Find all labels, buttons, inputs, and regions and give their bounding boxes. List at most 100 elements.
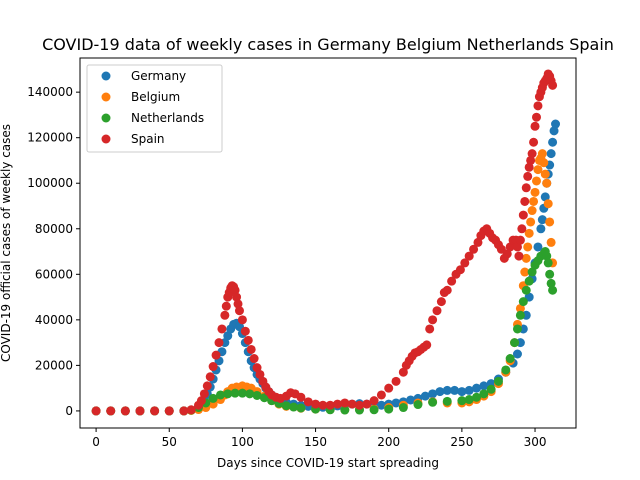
x-tick-label: 250 [450, 435, 473, 449]
data-point [527, 206, 537, 216]
data-point [540, 192, 550, 202]
data-point [340, 398, 350, 408]
data-point [514, 251, 524, 261]
x-tick-label: 200 [377, 435, 400, 449]
data-point [281, 401, 291, 411]
data-point [369, 405, 379, 415]
plot-area-frame [79, 57, 577, 429]
x-axis-label: Days since COVID-19 start spreading [217, 456, 439, 470]
data-point [542, 251, 552, 261]
legend-marker [101, 113, 111, 123]
y-axis: 0 20000 40000 60000 80000 100000 120000 140000 [27, 85, 80, 418]
data-point [318, 400, 328, 410]
data-point [234, 306, 244, 316]
data-point [237, 315, 247, 325]
data-point [518, 210, 528, 220]
data-point [526, 155, 536, 165]
data-point [425, 324, 435, 334]
y-tick-label: 60000 [35, 267, 73, 281]
data-point [436, 297, 446, 307]
data-point [479, 389, 489, 399]
data-point [150, 406, 160, 416]
series-germany [91, 119, 561, 416]
data-point [447, 276, 457, 286]
data-point [211, 350, 221, 360]
data-point [537, 149, 547, 159]
data-point [518, 297, 528, 307]
data-point [333, 399, 343, 409]
data-point [230, 388, 240, 398]
data-point [526, 217, 536, 227]
y-tick-label: 100000 [27, 176, 73, 190]
data-point [245, 389, 255, 399]
data-point [464, 385, 474, 395]
data-point [296, 392, 306, 402]
data-point [537, 215, 547, 225]
legend-label: Netherlands [131, 111, 204, 125]
data-point [546, 237, 556, 247]
data-point [223, 389, 233, 399]
data-point [214, 338, 224, 348]
x-tick-label: 50 [162, 435, 177, 449]
data-point [428, 397, 438, 407]
data-point [515, 235, 525, 245]
data-point [428, 389, 438, 399]
data-point [548, 80, 558, 90]
data-point [120, 406, 130, 416]
data-point [551, 119, 561, 129]
data-point [135, 406, 145, 416]
data-point [202, 381, 212, 391]
data-point [450, 385, 460, 395]
data-point [413, 400, 423, 410]
data-point [325, 400, 335, 410]
legend-entry-germany: Germany [101, 69, 186, 83]
data-point [249, 354, 259, 364]
data-point [521, 285, 531, 295]
data-point [523, 171, 533, 181]
legend-entry-belgium: Belgium [101, 90, 180, 104]
y-tick-label: 140000 [27, 85, 73, 99]
data-point [428, 315, 438, 325]
data-point [442, 385, 452, 395]
data-point [486, 384, 496, 394]
data-point [542, 178, 552, 188]
data-point [398, 367, 408, 377]
legend-entry-netherlands: Netherlands [101, 111, 204, 125]
data-point [540, 169, 550, 179]
data-point [469, 244, 479, 254]
data-point [240, 326, 250, 336]
data-point [384, 383, 394, 393]
data-point [208, 393, 218, 403]
legend-label: Spain [131, 132, 165, 146]
data-point [455, 265, 465, 275]
legend-label: Belgium [131, 90, 180, 104]
data-point [529, 137, 539, 147]
data-point [543, 199, 553, 209]
data-point [217, 324, 227, 334]
data-point [296, 403, 306, 413]
x-tick-label: 300 [524, 435, 547, 449]
data-point [524, 228, 534, 238]
data-point [384, 404, 394, 414]
data-point [233, 299, 243, 309]
data-point [215, 390, 225, 400]
data-point [220, 310, 230, 320]
data-point [505, 242, 515, 252]
data-point [520, 196, 530, 206]
data-point [376, 390, 386, 400]
data-point [530, 187, 540, 197]
data-point [527, 267, 537, 277]
data-point [232, 292, 242, 302]
data-point [340, 405, 350, 415]
data-point [502, 249, 512, 259]
data-point [252, 363, 262, 373]
data-point [532, 176, 541, 186]
data-point [512, 349, 522, 359]
y-tick-label: 20000 [35, 358, 73, 372]
data-point [510, 338, 520, 348]
data-point [237, 388, 247, 398]
legend-frame [86, 64, 223, 153]
y-tick-label: 120000 [27, 131, 73, 145]
data-point [435, 387, 445, 397]
